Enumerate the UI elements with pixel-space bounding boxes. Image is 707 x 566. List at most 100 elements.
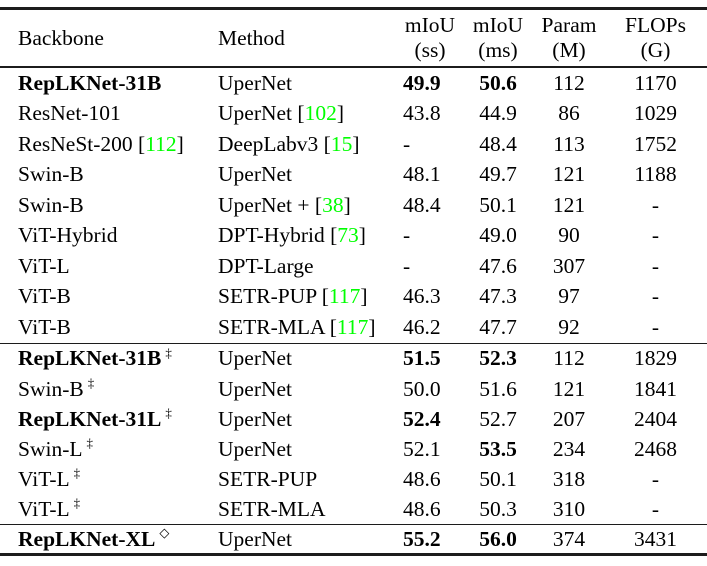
header-miou-ms: mIoU (ms) — [462, 8, 534, 68]
table-row: ViT-B SETR-MLA [117] 46.2 47.7 92 - — [0, 312, 707, 343]
cell-text: RepLKNet-31L — [18, 406, 162, 431]
cell-text: UperNet — [218, 101, 293, 126]
cell-text: 52.4 — [403, 406, 441, 431]
cell-text: 97 — [558, 284, 580, 309]
cell-text: SETR-MLA — [218, 496, 326, 521]
method-cell: DPT-Hybrid [73] — [218, 223, 366, 248]
flops-cell: - — [604, 190, 707, 221]
citation-ref[interactable]: 102 — [304, 101, 337, 126]
table-row: RepLKNet-31B ‡ UperNet 51.5 52.3 112 1829 — [0, 342, 707, 374]
cell-text: 113 — [553, 131, 585, 156]
backbone-cell: ViT-Hybrid — [0, 221, 218, 252]
cell-text: 121 — [552, 162, 586, 187]
header-method: Method — [218, 8, 398, 68]
cell-text: - — [403, 253, 411, 278]
miou-ss-cell: 51.5 — [398, 342, 462, 374]
cell-text: 2468 — [634, 436, 677, 461]
cell-text: 121 — [552, 192, 586, 217]
table-row: ViT-L DPT-Large - 47.6 307 - — [0, 251, 707, 282]
method-cell: SETR-MLA — [218, 494, 398, 525]
cell-text: 46.3 — [403, 284, 441, 309]
backbone-cell: ResNeSt-200 [112] — [18, 131, 184, 156]
cell-text: 1188 — [634, 162, 677, 187]
method-cell: UperNet — [218, 524, 398, 555]
superscript-marker: ‡ — [73, 465, 81, 481]
miou-ss-cell: 52.4 — [398, 404, 462, 434]
backbone-cell: Swin-B — [0, 190, 218, 221]
cell-text: 43.8 — [403, 101, 441, 126]
cell-text: RepLKNet-31B — [18, 70, 162, 95]
cell-text: 48.4 — [479, 131, 517, 156]
miou-ss-cell: 49.9 — [398, 67, 462, 99]
table-row: RepLKNet-31B UperNet 49.9 50.6 112 1170 — [0, 67, 707, 99]
flops-cell: - — [604, 251, 707, 282]
param-cell: 318 — [534, 464, 604, 494]
cell-text: 46.2 — [403, 314, 441, 339]
backbone-cell: RepLKNet-31B — [0, 67, 218, 99]
cell-text: 1752 — [634, 131, 677, 156]
param-cell: 121 — [534, 160, 604, 191]
cell-text: 48.4 — [403, 192, 441, 217]
table-row: Swin-L ‡ UperNet 52.1 53.5 234 2468 — [0, 434, 707, 464]
miou-ms-cell: 44.9 — [462, 99, 534, 130]
cell-text: ViT-Hybrid — [18, 223, 118, 248]
header-flops-line1: FLOPs — [625, 13, 686, 37]
miou-ms-cell: 49.0 — [462, 221, 534, 252]
flops-cell: - — [604, 221, 707, 252]
citation-ref[interactable]: 117 — [336, 314, 369, 339]
cell-text: 307 — [552, 253, 586, 278]
miou-ss-cell: 48.6 — [398, 494, 462, 525]
header-row: Backbone Method mIoU (ss) mIoU (ms) Para… — [0, 8, 707, 68]
cell-text: - — [403, 131, 411, 156]
cell-text: 48.1 — [403, 162, 441, 187]
citation-ref[interactable]: 38 — [322, 192, 344, 217]
cell-text: 86 — [558, 101, 580, 126]
miou-ms-cell: 51.6 — [462, 374, 534, 404]
backbone-cell: ViT-L — [0, 251, 218, 282]
flops-cell: 1829 — [604, 342, 707, 374]
flops-cell: - — [604, 464, 707, 494]
backbone-cell: RepLKNet-XL ◇ — [0, 524, 218, 555]
cell-text: 47.6 — [479, 253, 517, 278]
method-cell: SETR-MLA [117] — [218, 314, 376, 339]
flops-cell: 2404 — [604, 404, 707, 434]
citation-ref[interactable]: 73 — [337, 223, 359, 248]
cell-text: 121 — [552, 376, 586, 401]
citation-ref[interactable]: 112 — [145, 131, 177, 156]
miou-ss-cell: 46.3 — [398, 282, 462, 313]
citation-ref[interactable]: 117 — [328, 284, 361, 309]
cell-text: 48.6 — [403, 466, 441, 491]
method-cell: UperNet [102] — [218, 101, 344, 126]
superscript-marker: ‡ — [165, 405, 172, 421]
cell-text: 112 — [553, 70, 585, 95]
table-row: ResNet-101 UperNet [102] 43.8 44.9 86 1029 — [0, 99, 707, 130]
method-cell: UperNet — [218, 342, 398, 374]
miou-ms-cell: 50.6 — [462, 67, 534, 99]
flops-cell: 2468 — [604, 434, 707, 464]
header-miou-ms-line2: (ms) — [478, 38, 518, 62]
cell-text: 48.6 — [403, 496, 441, 521]
miou-ss-cell: 55.2 — [398, 524, 462, 555]
header-miou-ms-line1: mIoU — [472, 13, 524, 37]
cell-text: UperNet — [218, 406, 293, 431]
cell-text: 234 — [552, 436, 586, 461]
cell-text: 1841 — [634, 376, 677, 401]
header-miou-ss-line1: mIoU — [404, 13, 456, 37]
superscript-marker: ◇ — [159, 525, 170, 541]
backbone-cell: Swin-B ‡ — [0, 374, 218, 404]
backbone-cell: RepLKNet-31L ‡ — [0, 404, 218, 434]
backbone-cell: ResNet-101 — [0, 99, 218, 130]
cell-text: 47.3 — [479, 284, 517, 309]
header-flops: FLOPs (G) — [604, 8, 707, 68]
cell-text: UperNet — [218, 162, 293, 187]
backbone-cell: RepLKNet-31B ‡ — [0, 342, 218, 374]
miou-ss-cell: - — [398, 129, 462, 160]
table-row: Swin-B UperNet + [38] 48.4 50.1 121 - — [0, 190, 707, 221]
param-cell: 374 — [534, 524, 604, 555]
miou-ms-cell: 53.5 — [462, 434, 534, 464]
cell-text: 50.3 — [479, 496, 517, 521]
cell-text: SETR-PUP — [218, 466, 318, 491]
table-row: ViT-Hybrid DPT-Hybrid [73] - 49.0 90 - — [0, 221, 707, 252]
citation-ref[interactable]: 15 — [330, 131, 353, 156]
param-cell: 234 — [534, 434, 604, 464]
